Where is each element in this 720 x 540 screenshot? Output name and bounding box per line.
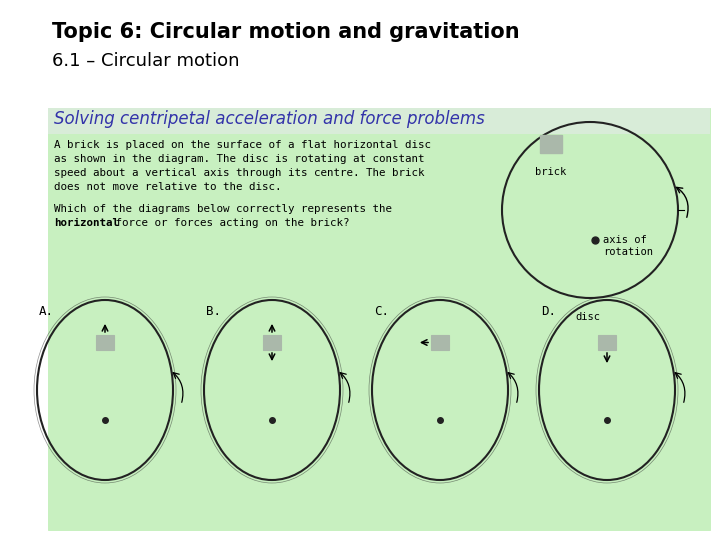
Text: does not move relative to the disc.: does not move relative to the disc. <box>54 182 282 192</box>
Text: Solving centripetal acceleration and force problems: Solving centripetal acceleration and for… <box>54 110 485 128</box>
Bar <box>598 335 616 350</box>
Text: horizontal: horizontal <box>54 218 119 228</box>
Text: disc: disc <box>575 312 600 322</box>
Bar <box>540 135 562 153</box>
Text: force or forces acting on the brick?: force or forces acting on the brick? <box>109 218 349 228</box>
Text: Which of the diagrams below correctly represents the: Which of the diagrams below correctly re… <box>54 204 392 214</box>
Text: C.: C. <box>374 305 389 318</box>
Text: axis of
rotation: axis of rotation <box>603 235 653 256</box>
Text: A brick is placed on the surface of a flat horizontal disc: A brick is placed on the surface of a fl… <box>54 140 431 150</box>
Text: Topic 6: Circular motion and gravitation: Topic 6: Circular motion and gravitation <box>52 22 520 42</box>
Bar <box>48 108 710 134</box>
Bar <box>48 108 710 530</box>
Bar <box>263 335 281 350</box>
Text: speed about a vertical axis through its centre. The brick: speed about a vertical axis through its … <box>54 168 425 178</box>
Text: as shown in the diagram. The disc is rotating at constant: as shown in the diagram. The disc is rot… <box>54 154 425 164</box>
Text: brick: brick <box>535 167 566 177</box>
Bar <box>431 335 449 350</box>
Text: A.: A. <box>39 305 54 318</box>
Text: D.: D. <box>541 305 556 318</box>
Text: 6.1 – Circular motion: 6.1 – Circular motion <box>52 52 240 70</box>
Text: B.: B. <box>206 305 221 318</box>
Bar <box>96 335 114 350</box>
